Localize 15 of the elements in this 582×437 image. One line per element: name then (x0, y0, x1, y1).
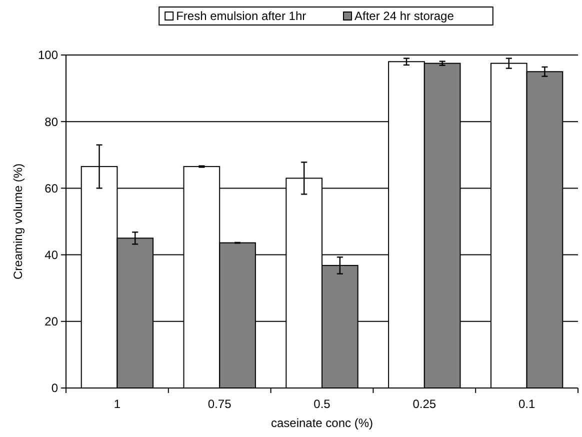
x-tick-label: 0.5 (314, 397, 331, 411)
legend-label: After 24 hr storage (354, 9, 454, 24)
y-axis-title: Creaming volume (%) (11, 163, 25, 280)
y-tick-label: 0 (51, 381, 58, 396)
y-tick-label: 60 (44, 181, 58, 196)
y-tick-label: 20 (44, 314, 58, 329)
legend-label: Fresh emulsion after 1hr (176, 9, 306, 24)
x-tick-label: 0.75 (208, 397, 232, 411)
y-tick-label: 80 (44, 114, 58, 129)
x-tick-label: 0.25 (412, 397, 436, 411)
y-tick-label: 100 (38, 48, 58, 62)
x-axis-title: caseinate conc (%) (270, 416, 374, 430)
x-tick-label: 0.1 (518, 397, 536, 411)
x-tick-label: 1 (114, 397, 121, 411)
y-tick-label: 40 (44, 248, 58, 262)
